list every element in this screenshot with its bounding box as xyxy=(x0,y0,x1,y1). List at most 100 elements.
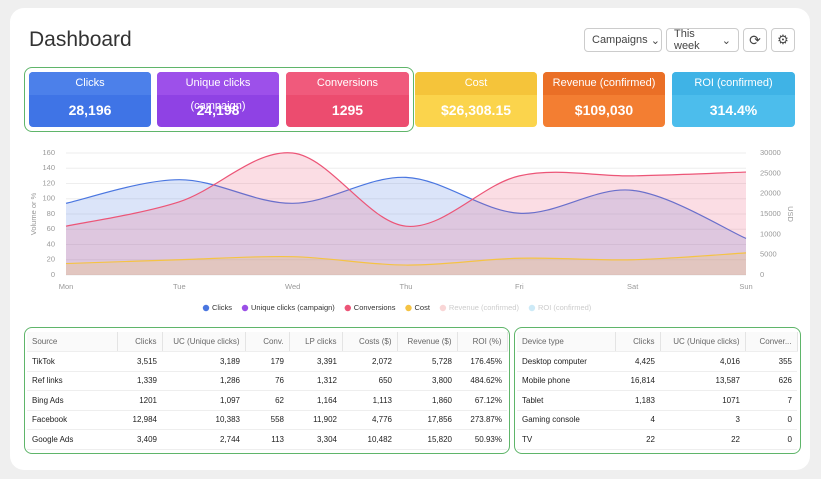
table-cell: 62 xyxy=(245,390,289,411)
table-cell: TV xyxy=(517,429,615,450)
chart: 0 20 40 60 80 100 120 140 160 0 5000 10000 15000 2000… xyxy=(29,148,795,312)
table-cell: 1,183 xyxy=(615,390,660,411)
table-cell: 626 xyxy=(745,371,797,391)
y-tick-label: 120 xyxy=(42,178,55,187)
header-row: Source Clicks UC (Unique clicks) Conv. LP cl… xyxy=(27,332,508,352)
table-cell: 0 xyxy=(745,410,797,430)
table-cell: Facebook xyxy=(27,410,117,430)
table-cell: 273.87% xyxy=(457,410,507,430)
legend-label: Conversions xyxy=(354,303,396,312)
y-tick-label: 80 xyxy=(47,209,55,218)
table-cell: Tablet xyxy=(517,390,615,411)
table-cell: 4,016 xyxy=(660,351,745,372)
data-table: Device type Clicks UC (Unique clicks) Conve… xyxy=(517,332,798,450)
series-line xyxy=(65,152,747,227)
table-cell: 13,587 xyxy=(660,371,745,391)
table-cell: 1201 xyxy=(117,390,162,411)
y2-tick-label: 30000 xyxy=(760,148,781,157)
table-row: Google Ads 3,409 2,744 113 3,304 10,482 15,820… xyxy=(27,429,507,450)
table-cell: 1,860 xyxy=(397,390,457,411)
settings-button[interactable]: ⚙ xyxy=(771,28,795,52)
series-area xyxy=(66,252,746,275)
kpi-card: Unique clicks (campaign) 24,198 xyxy=(157,72,279,127)
legend-label: Unique clicks (campaign) xyxy=(251,303,335,312)
table-cell: 10,383 xyxy=(162,410,245,430)
table-cell: TikTok xyxy=(27,351,117,372)
x-tick-label: Wed xyxy=(285,282,300,291)
table-cell: 12,984 xyxy=(117,410,162,430)
y-tick-label: 60 xyxy=(47,224,55,233)
table-cell: 16,814 xyxy=(615,371,660,391)
legend-label: Revenue (confirmed) xyxy=(449,303,520,312)
column-header: UC (Unique clicks) xyxy=(162,332,246,352)
table-cell: 650 xyxy=(342,371,397,391)
refresh-button[interactable]: ⟳ xyxy=(743,28,767,52)
kpi-value: 24,198 xyxy=(196,102,240,118)
table-cell: 1,339 xyxy=(117,371,162,391)
legend-marker xyxy=(202,304,210,312)
table-cell: Mobile phone xyxy=(517,371,615,391)
kpi-label: Clicks xyxy=(29,72,151,95)
series-line xyxy=(65,176,747,239)
kpi-card: Clicks 28,196 xyxy=(29,72,151,127)
table-cell: Gaming console xyxy=(517,410,615,430)
table-cell: 1,312 xyxy=(289,371,342,391)
kpi-value: $26,308.15 xyxy=(440,102,512,118)
kpi-label: Revenue (confirmed) xyxy=(543,72,665,95)
x-tick-label: Mon xyxy=(59,282,74,291)
table-cell: Ref links xyxy=(27,371,117,391)
table-cell: 1,097 xyxy=(162,390,245,411)
kpi-card: Conversions 1295 xyxy=(286,72,409,127)
y2-axis-label: USD xyxy=(786,206,795,222)
table-row: Bing Ads 1201 1,097 62 1,164 1,113 1,860 67.12% xyxy=(27,390,507,411)
legend-marker xyxy=(528,304,536,312)
table-cell: 484.62% xyxy=(457,371,507,391)
table-cell: Desktop computer xyxy=(517,351,615,372)
table-cell: 3 xyxy=(660,410,745,430)
legend-label: Clicks xyxy=(212,303,232,312)
table-cell: 1,113 xyxy=(342,390,397,411)
table-row: TV 22 22 0 xyxy=(517,429,797,450)
column-header: Costs ($) xyxy=(342,332,398,352)
table-cell: 3,391 xyxy=(289,351,342,372)
table-cell: 22 xyxy=(615,429,660,450)
table-cell: 1,164 xyxy=(289,390,342,411)
kpi-card: Revenue (confirmed) $109,030 xyxy=(543,72,665,127)
highlight-outline xyxy=(24,67,414,132)
table-cell: Google Ads xyxy=(27,429,117,450)
dropdown-label: This week xyxy=(674,28,700,52)
y-tick-label: 160 xyxy=(42,148,55,157)
y2-tick-label: 25000 xyxy=(760,168,781,177)
table-cell: 7 xyxy=(745,390,797,411)
y2-tick-label: 10000 xyxy=(760,229,781,238)
table-row: Ref links 1,339 1,286 76 1,312 650 3,800 484.62… xyxy=(27,371,507,391)
page-title: Dashboard xyxy=(29,28,132,51)
table-cell: 179 xyxy=(245,351,289,372)
kpi-label: Conversions xyxy=(286,72,409,95)
table-cell: 1071 xyxy=(660,390,745,411)
y2-tick-label: 15000 xyxy=(760,209,781,218)
legend-marker xyxy=(344,304,351,312)
period-dropdown[interactable]: This week ⌄ xyxy=(666,28,739,52)
y2-tick-label: 5000 xyxy=(760,250,777,259)
kpi-value: 28,196 xyxy=(68,102,112,118)
kpi-label: Cost xyxy=(415,72,537,95)
y-tick-label: 140 xyxy=(42,163,55,172)
table-cell: 17,856 xyxy=(397,410,457,430)
highlight-outline xyxy=(24,327,510,454)
table-cell: 4 xyxy=(615,410,660,430)
table-cell: 176.45% xyxy=(457,351,507,372)
campaigns-dropdown[interactable]: Campaigns ⌄ xyxy=(584,28,662,52)
column-header: UC (Unique clicks) xyxy=(660,332,746,352)
table-row: Facebook 12,984 10,383 558 11,902 4,776 17,856… xyxy=(27,410,507,430)
table-cell: 2,744 xyxy=(162,429,245,450)
series-area xyxy=(66,152,746,275)
kpi-value: 314.4% xyxy=(709,102,758,118)
data-table: Source Clicks UC (Unique clicks) Conv. LP cl… xyxy=(27,332,508,450)
table-cell: 3,304 xyxy=(289,429,342,450)
kpi-label: ROI (confirmed) xyxy=(672,72,795,95)
y-tick-label: 0 xyxy=(51,270,55,279)
x-tick-label: Tue xyxy=(173,282,186,291)
y-tick-label: 20 xyxy=(47,255,55,264)
